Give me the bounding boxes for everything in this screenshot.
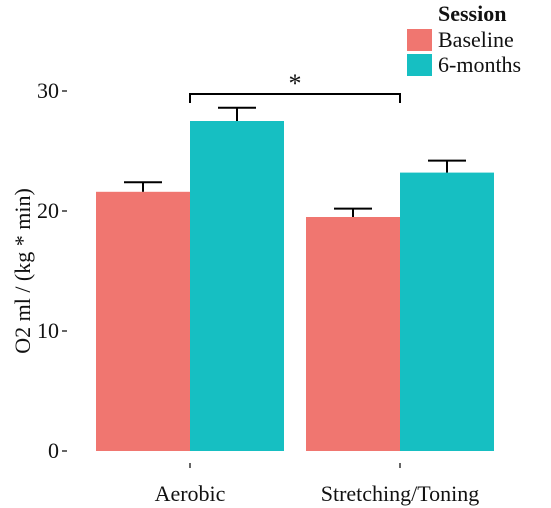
bar-baseline-stretchingtoning	[306, 217, 400, 451]
significance-annotation: *	[189, 69, 401, 103]
legend-swatch-6-months	[407, 54, 432, 76]
x-tick-label: Aerobic	[155, 481, 226, 506]
y-axis-label: O2 ml / (kg * min)	[10, 188, 35, 354]
x-tick-label: Stretching/Toning	[321, 481, 480, 506]
bar-6-months-aerobic	[190, 121, 284, 451]
x-axis: Aerobic Stretching/Toning	[155, 463, 480, 506]
error-bars-layer	[124, 106, 466, 217]
legend-title: Session	[438, 1, 506, 26]
significance-bracket	[189, 93, 401, 103]
y-tick-label: 20	[37, 198, 59, 223]
significance-star: *	[289, 69, 302, 98]
y-tick-label: 0	[48, 438, 59, 463]
bar-baseline-aerobic	[96, 191, 190, 452]
y-tick-label: 10	[37, 318, 59, 343]
y-tick-label: 30	[37, 78, 59, 103]
legend-label-baseline: Baseline	[438, 27, 514, 52]
y-axis: 0 10 20 30	[37, 78, 67, 463]
bars-layer	[96, 121, 494, 452]
bar-6-months-stretchingtoning	[400, 172, 494, 451]
legend-label-6-months: 6-months	[438, 52, 521, 77]
legend-swatch-baseline	[407, 29, 432, 51]
